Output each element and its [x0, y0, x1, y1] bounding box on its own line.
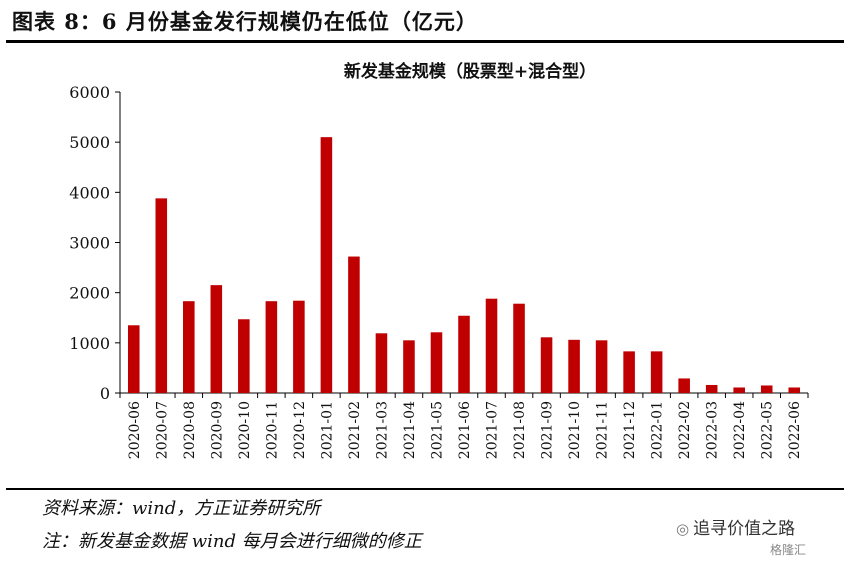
figure-title: 图表 8：6 月份基金发行规模仍在低位（亿元） [12, 9, 478, 34]
x-tick-label: 2021-10 [567, 401, 583, 459]
bar-2021-02 [348, 256, 360, 393]
bar-2020-09 [210, 285, 223, 393]
x-tick-label: 2021-08 [512, 401, 528, 459]
bar-2022-05 [760, 385, 773, 393]
bar-2020-07 [155, 198, 168, 393]
bar-chart: 新发基金规模（股票型+混合型） 0 1000 2000 3000 4000 5000 600… [69, 61, 809, 459]
bar-2022-01 [650, 351, 663, 393]
bar-2021-06 [458, 315, 470, 393]
bar-2022-06 [788, 387, 801, 393]
y-tick-label: 4000 [69, 183, 110, 202]
chart-title: 新发基金规模（股票型+混合型） [344, 61, 596, 82]
x-tick-label: 2022-02 [677, 401, 693, 459]
bar-2022-02 [678, 378, 690, 393]
bar-2021-11 [595, 340, 608, 393]
y-tick-label: 0 [100, 384, 110, 403]
bars [127, 137, 801, 393]
x-axis: 2020-06 2020-07 2020-08 2020-09 2020-10 2020-… [119, 392, 809, 459]
bar-2022-04 [733, 387, 745, 393]
bar-2020-08 [183, 301, 195, 393]
x-tick-label: 2022-04 [732, 401, 748, 459]
x-tick-label: 2020-10 [237, 401, 253, 459]
bar-2020-11 [265, 301, 278, 393]
x-tick-label: 2020-12 [292, 401, 308, 459]
x-tick-label: 2022-03 [705, 401, 721, 459]
x-tick-label: 2021-03 [374, 401, 390, 459]
x-tick-label: 2021-06 [457, 401, 473, 459]
wechat-icon: ◎ [676, 520, 690, 538]
watermark-sub: 格隆汇 [770, 543, 807, 557]
bar-2021-07 [485, 298, 498, 393]
x-tick-label: 2022-05 [760, 401, 776, 459]
y-tick-label: 1000 [69, 334, 110, 353]
bar-2020-12 [293, 300, 305, 393]
x-tick-label: 2020-06 [127, 401, 143, 459]
x-tick-label: 2020-11 [264, 401, 280, 459]
x-tick-label: 2020-09 [209, 401, 225, 459]
footnote: 注：新发基金数据 wind 每月会进行细微的修正 [42, 531, 422, 552]
y-tick-label: 6000 [69, 83, 110, 102]
bottom-rule [6, 488, 844, 490]
y-tick-label: 3000 [69, 234, 110, 253]
bar-2021-05 [430, 332, 443, 393]
x-tick-label: 2022-06 [787, 401, 803, 459]
x-tick-label: 2021-05 [429, 401, 445, 459]
source-note: 资料来源：wind，方正证券研究所 [42, 498, 321, 519]
x-tick-label: 2021-09 [540, 401, 556, 459]
bar-2022-03 [705, 384, 718, 393]
bar-2021-10 [568, 339, 580, 393]
top-rule [6, 40, 844, 43]
bar-2021-08 [513, 303, 525, 393]
bar-2020-06 [127, 325, 140, 393]
x-tick-label: 2021-11 [595, 401, 611, 459]
x-tick-label: 2021-01 [319, 401, 335, 459]
bar-2021-04 [403, 340, 415, 393]
y-tick-label: 2000 [69, 284, 110, 303]
x-tick-label: 2021-04 [402, 401, 418, 459]
bar-2021-12 [623, 351, 635, 393]
bar-2020-10 [238, 319, 250, 393]
y-axis: 0 1000 2000 3000 4000 5000 6000 [69, 83, 121, 403]
y-tick-label: 5000 [69, 133, 110, 152]
x-tick-label: 2021-02 [347, 401, 363, 459]
x-tick-label: 2020-08 [182, 401, 198, 459]
bar-2021-03 [375, 333, 388, 393]
bar-2021-09 [540, 337, 553, 393]
x-tick-label: 2020-07 [154, 401, 170, 459]
watermark-text: 追寻价值之路 [693, 519, 796, 539]
x-tick-label: 2022-01 [650, 401, 666, 459]
x-tick-label: 2021-07 [485, 401, 501, 459]
bar-2021-01 [320, 137, 333, 393]
watermark: ◎ 追寻价值之路 [676, 514, 795, 539]
x-tick-label: 2021-12 [622, 401, 638, 459]
